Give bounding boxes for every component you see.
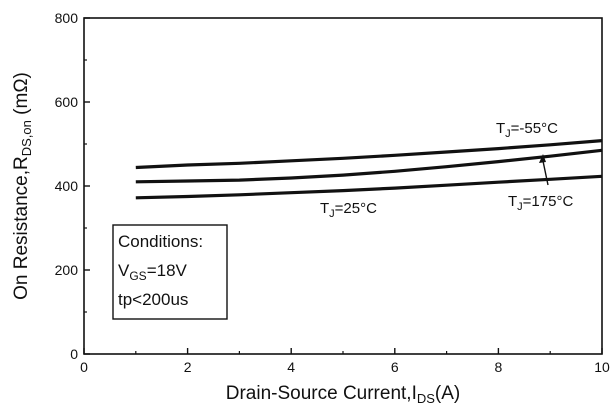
conditions-box: Conditions: VGS=18V tp<200us bbox=[112, 224, 228, 320]
tick-labels: 0 2 4 6 8 10 0 200 400 600 800 bbox=[55, 10, 610, 375]
y-axis-title: On Resistance,RDS,on (mΩ) bbox=[11, 72, 34, 300]
x-tick-label: 10 bbox=[594, 359, 610, 375]
annotation-tj-minus55: TJ=-55°C bbox=[496, 120, 558, 140]
x-tick-label: 6 bbox=[391, 359, 399, 375]
annotation-tj-175: TJ=175°C bbox=[508, 193, 573, 213]
conditions-vgs: VGS=18V bbox=[118, 261, 188, 283]
y-tick-label: 600 bbox=[55, 94, 79, 110]
series-line-2 bbox=[135, 174, 603, 200]
conditions-title: Conditions: bbox=[118, 232, 203, 251]
series-lines bbox=[135, 139, 603, 200]
series-line-0 bbox=[135, 139, 603, 170]
y-tick-label: 200 bbox=[55, 262, 79, 278]
y-tick-label: 800 bbox=[55, 10, 79, 26]
y-tick-label: 0 bbox=[70, 346, 78, 362]
x-tick-label: 0 bbox=[80, 359, 88, 375]
x-tick-label: 2 bbox=[184, 359, 192, 375]
annotation-arrow bbox=[539, 154, 549, 186]
x-tick-label: 8 bbox=[495, 359, 503, 375]
x-tick-label: 4 bbox=[287, 359, 295, 375]
conditions-tp: tp<200us bbox=[118, 290, 188, 309]
axis-ticks bbox=[83, 17, 603, 355]
y-tick-label: 400 bbox=[55, 178, 79, 194]
x-axis-title: Drain-Source Current,IDS(A) bbox=[226, 383, 461, 406]
series-line-1 bbox=[135, 148, 603, 184]
annotation-tj-25: TJ=25°C bbox=[320, 200, 377, 220]
